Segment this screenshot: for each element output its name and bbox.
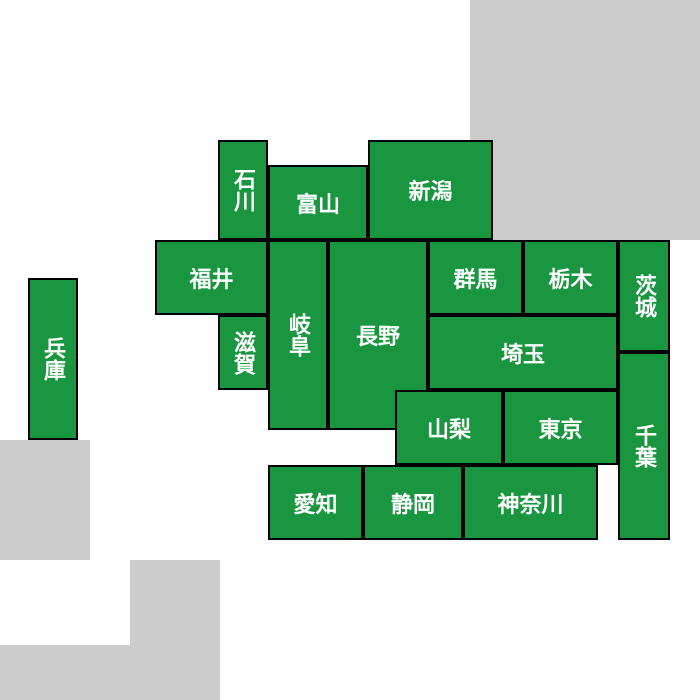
prefecture-hyogo[interactable]: 兵庫 [28,278,78,440]
prefecture-label: 福井 [189,262,233,294]
prefecture-yamanashi[interactable]: 山梨 [395,390,503,465]
prefecture-tochigi[interactable]: 栃木 [523,240,618,315]
prefecture-label: 群馬 [453,262,497,294]
prefecture-gunma[interactable]: 群馬 [428,240,523,315]
prefecture-aichi[interactable]: 愛知 [268,465,363,540]
prefecture-label: 長野 [356,319,400,351]
gray-region [0,440,90,560]
gray-region [470,0,700,240]
prefecture-label: 岐阜 [282,313,314,357]
prefecture-label: 埼玉 [501,337,545,369]
prefecture-niigata[interactable]: 新潟 [368,140,493,240]
prefecture-label: 千葉 [628,424,660,468]
prefecture-label: 東京 [538,412,582,444]
prefecture-label: 滋賀 [227,331,259,375]
prefecture-fukui[interactable]: 福井 [155,240,268,315]
prefecture-saitama[interactable]: 埼玉 [428,315,618,390]
prefecture-label: 茨城 [628,274,660,318]
prefecture-chiba[interactable]: 千葉 [618,352,670,540]
prefecture-tokyo[interactable]: 東京 [503,390,618,465]
prefecture-label: 石川 [227,168,259,212]
prefecture-label: 愛知 [293,487,337,519]
prefecture-shiga[interactable]: 滋賀 [218,315,268,390]
prefecture-label: 栃木 [548,262,592,294]
prefecture-ibaraki[interactable]: 茨城 [618,240,670,352]
prefecture-label: 神奈川 [497,487,563,519]
prefecture-label: 新潟 [408,174,452,206]
prefecture-label: 静岡 [391,487,435,519]
prefecture-kanagawa[interactable]: 神奈川 [463,465,598,540]
prefecture-label: 富山 [296,187,340,219]
gray-region [0,645,130,700]
prefecture-toyama[interactable]: 富山 [268,165,368,240]
prefecture-ishikawa[interactable]: 石川 [218,140,268,240]
prefecture-shizuoka[interactable]: 静岡 [363,465,463,540]
prefecture-gifu[interactable]: 岐阜 [268,240,328,430]
prefecture-label: 山梨 [427,412,471,444]
prefecture-label: 兵庫 [37,337,69,381]
gray-region [130,560,220,700]
